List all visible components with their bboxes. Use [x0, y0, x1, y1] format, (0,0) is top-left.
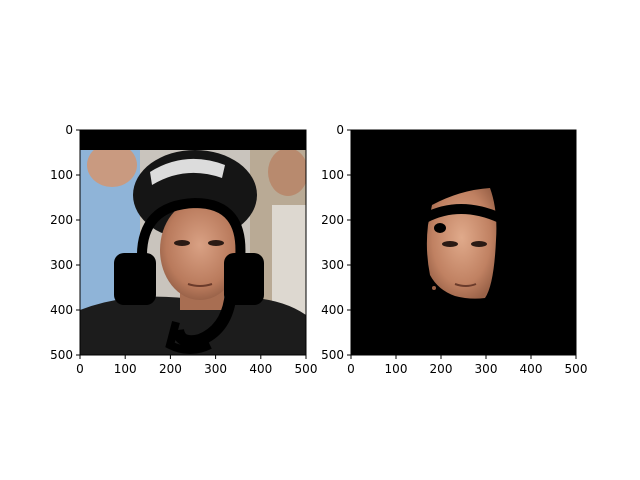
right-xtick-label: 200: [430, 362, 453, 376]
left-xtick-label: 500: [295, 362, 318, 376]
right-ytick-label: 500: [321, 348, 344, 362]
right-ytick-label: 0: [336, 123, 344, 137]
left-xtick-label: 0: [76, 362, 84, 376]
right-xtick-label: 0: [347, 362, 355, 376]
left-photo: [80, 130, 306, 355]
right-axes-frame: [350, 129, 577, 356]
right-xtick-label: 400: [520, 362, 543, 376]
left-ytick-label: 500: [50, 348, 73, 362]
left-axes-frame: [79, 129, 307, 356]
left-ytick-label: 200: [50, 213, 73, 227]
left-ytick-label: 100: [50, 168, 73, 182]
right-ytick-label: 200: [321, 213, 344, 227]
right-xtick-label: 500: [565, 362, 588, 376]
right-photo: [351, 130, 576, 355]
left-ytick-label: 300: [50, 258, 73, 272]
left-xtick-label: 400: [249, 362, 272, 376]
left-ytick-label: 0: [65, 123, 73, 137]
right-xtick-label: 100: [385, 362, 408, 376]
right-xtick-label: 300: [475, 362, 498, 376]
left-xtick-label: 200: [159, 362, 182, 376]
right-ytick-label: 400: [321, 303, 344, 317]
left-ytick-label: 400: [50, 303, 73, 317]
left-xtick-label: 100: [114, 362, 137, 376]
left-xtick-label: 300: [204, 362, 227, 376]
right-ytick-label: 300: [321, 258, 344, 272]
right-ytick-label: 100: [321, 168, 344, 182]
